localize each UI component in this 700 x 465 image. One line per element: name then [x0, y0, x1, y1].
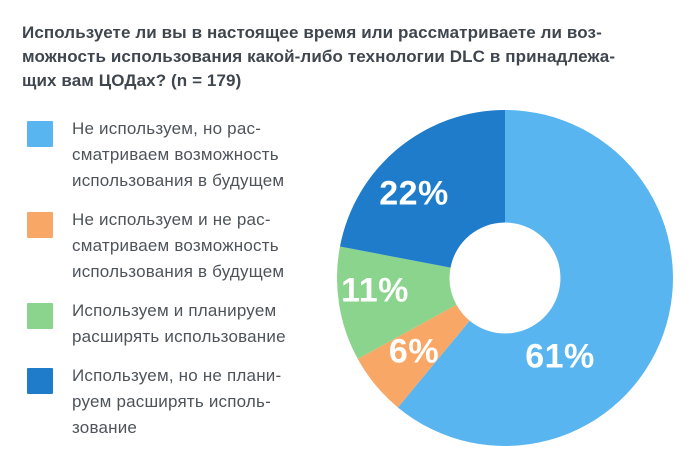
legend-label: Используем, но не плани- руем расширять …	[72, 366, 282, 437]
pie-slice-not-using-not-considering	[357, 304, 470, 408]
pie-slice-using-planning-to-expand	[337, 246, 457, 359]
slice-value-label-6: 6%	[388, 332, 440, 371]
legend: Не используем, но рас- сматриваем возмож…	[27, 116, 327, 441]
legend-label: Используем и планируем расширять использ…	[72, 301, 286, 346]
legend-item: Не используем, но рас- сматриваем возмож…	[27, 116, 327, 194]
legend-swatch-dark-blue	[27, 368, 53, 394]
pie-slice-not-using-but-considering	[397, 110, 673, 446]
chart-title: Используете ли вы в настоящее время или …	[22, 23, 616, 90]
legend-item: Не используем и не рас- сматриваем возмо…	[27, 207, 327, 285]
donut-chart-area: 61% 6% 11% 22%	[337, 110, 673, 446]
legend-label: Не используем и не рас- сматриваем возмо…	[72, 210, 285, 281]
slice-value-label-22: 22%	[379, 174, 449, 213]
legend-swatch-orange	[27, 212, 53, 238]
slice-value-label-11: 11%	[341, 271, 409, 310]
legend-swatch-light-blue	[27, 121, 53, 147]
donut-chart	[337, 110, 673, 446]
legend-item: Используем и планируем расширять использ…	[27, 298, 327, 350]
legend-label: Не используем, но рас- сматриваем возмож…	[72, 119, 285, 190]
slice-value-label-61: 61%	[525, 337, 595, 376]
legend-item: Используем, но не плани- руем расширять …	[27, 363, 327, 441]
legend-swatch-green	[27, 303, 53, 329]
pie-slice-using-not-planning-to-expand	[339, 110, 505, 268]
